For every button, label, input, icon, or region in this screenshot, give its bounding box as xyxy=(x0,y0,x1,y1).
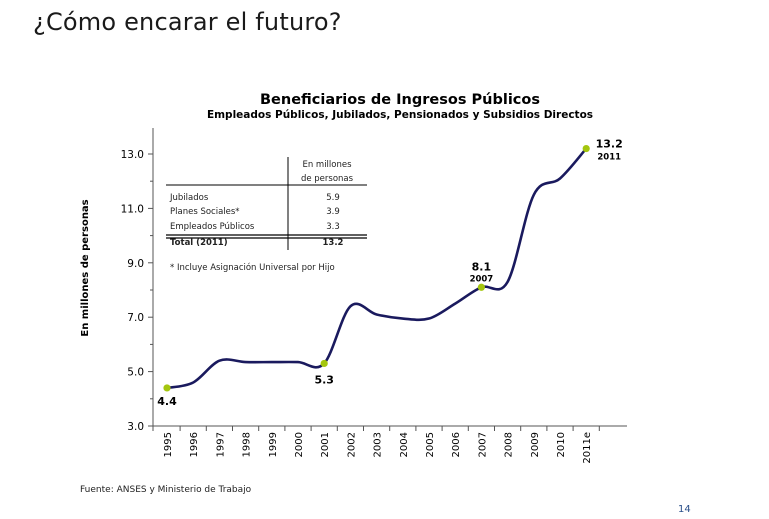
x-tick-label: 2006 xyxy=(451,432,462,457)
table-row-value: 3.3 xyxy=(326,222,340,232)
x-tick-label: 1995 xyxy=(163,432,174,457)
table-total-value: 13.2 xyxy=(323,238,344,248)
table-row-value: 3.9 xyxy=(326,207,340,217)
data-label: 4.4 xyxy=(157,395,177,408)
y-tick-label: 9.0 xyxy=(127,258,144,270)
y-axis-label: En millones de personas xyxy=(80,199,91,336)
y-tick-labels: 3.0 5.0 7.0 9.0 11.0 13.0 xyxy=(121,149,153,433)
chart-title: Beneficiarios de Ingresos Públicos xyxy=(260,92,540,108)
axes xyxy=(152,128,627,427)
data-table: En millones de personas Jubilados 5.9 Pl… xyxy=(166,157,367,273)
x-tick-label: 1999 xyxy=(268,432,279,457)
x-tick-label: 2005 xyxy=(425,432,436,457)
x-tick-label: 2010 xyxy=(556,432,567,457)
x-tick-labels: 1995 1996 1997 1998 1999 2000 2001 2002 2003 2004… xyxy=(152,426,600,464)
data-point-marker xyxy=(320,359,328,368)
data-label-year: 2011 xyxy=(597,153,621,163)
data-label: 13.2 xyxy=(596,138,623,151)
table-row-label: Planes Sociales* xyxy=(170,207,240,217)
y-tick-label: 11.0 xyxy=(121,203,144,215)
data-point-marker xyxy=(477,283,485,291)
x-tick-label: 2011e xyxy=(582,432,593,464)
x-tick-label: 2008 xyxy=(504,432,515,457)
series-line xyxy=(165,147,588,390)
x-tick-label: 2003 xyxy=(373,432,384,457)
y-tick-label: 5.0 xyxy=(127,367,144,379)
table-header-line1: En millones xyxy=(302,160,352,170)
table-header-line2: de personas xyxy=(301,174,354,184)
table-total-label: Total (2011) xyxy=(170,238,228,248)
y-tick-label: 7.0 xyxy=(127,312,144,324)
x-tick-label: 2007 xyxy=(477,432,488,457)
x-tick-label: 2000 xyxy=(294,432,305,457)
table-row-value: 5.9 xyxy=(326,193,340,203)
x-tick-label: 1996 xyxy=(189,432,200,457)
data-label: 5.3 xyxy=(314,373,334,386)
source-note: Fuente: ANSES y Ministerio de Trabajo xyxy=(80,485,252,495)
data-point-marker xyxy=(582,144,590,153)
x-tick-label: 2004 xyxy=(399,432,410,457)
x-tick-label: 1997 xyxy=(215,432,226,457)
data-label-year: 2007 xyxy=(470,274,494,284)
x-tick-label: 2009 xyxy=(530,432,541,457)
page-number: 14 xyxy=(678,504,691,515)
table-footnote: * Incluye Asignación Universal por Hijo xyxy=(170,262,335,273)
data-label: 8.1 xyxy=(472,260,492,273)
slide-title: ¿Cómo encarar el futuro? xyxy=(33,8,342,36)
table-row-label: Empleados Públicos xyxy=(170,222,255,232)
y-tick-label: 13.0 xyxy=(121,149,144,161)
y-tick-label: 3.0 xyxy=(127,421,144,433)
x-tick-label: 2001 xyxy=(320,432,331,457)
x-tick-label: 2002 xyxy=(346,432,357,457)
chart-subtitle: Empleados Públicos, Jubilados, Pensionad… xyxy=(207,109,593,121)
x-tick-label: 1998 xyxy=(242,432,253,457)
data-point-marker xyxy=(163,384,171,392)
table-row-label: Jubilados xyxy=(169,193,209,203)
